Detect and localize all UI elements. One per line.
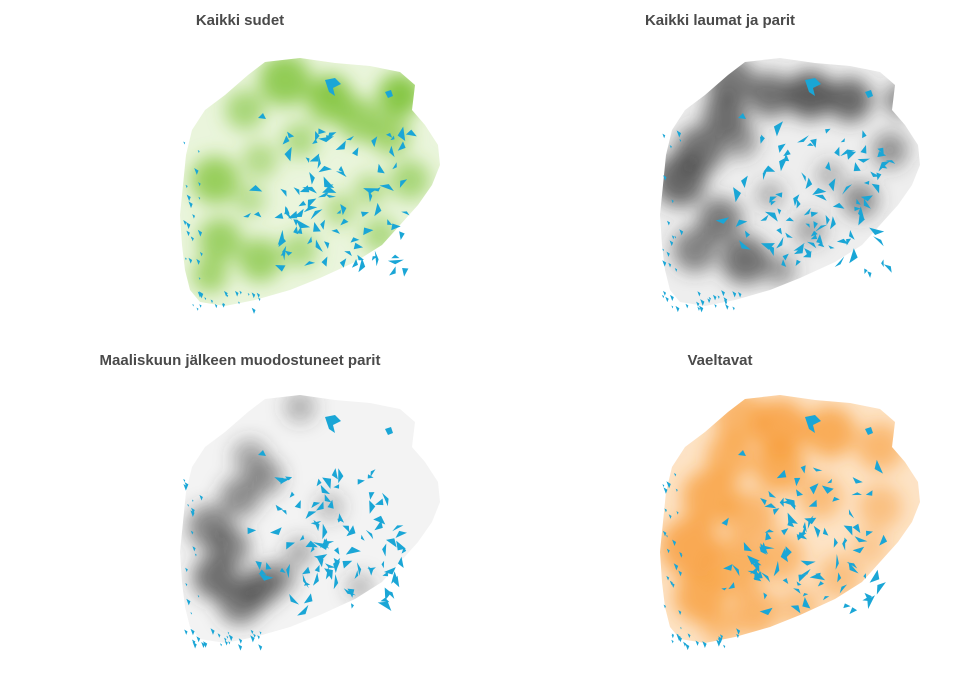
density-hotspot (242, 142, 278, 178)
density-hotspot (682, 469, 738, 525)
density-map-gray (660, 58, 920, 313)
density-hotspot (794, 214, 826, 246)
map-panel-dispersers: Vaeltavat (480, 337, 960, 674)
density-map-gray-light (180, 395, 440, 651)
density-hotspot (752, 399, 808, 455)
density-hotspot (798, 475, 842, 519)
map-title: Kaikki laumat ja parit (644, 12, 796, 29)
density-hotspot (884, 84, 916, 116)
density-layer (188, 395, 374, 624)
density-hotspot (764, 254, 796, 286)
density-hotspot (362, 217, 398, 253)
density-hotspot (234, 184, 266, 216)
density-hotspot (286, 538, 314, 566)
density-hotspot (660, 154, 706, 206)
density-hotspot (748, 73, 792, 117)
density-hotspot (754, 441, 806, 493)
density-hotspot (858, 485, 902, 529)
density-hotspot (673, 228, 717, 272)
map-title: Kaikki sudet (195, 12, 285, 29)
density-hotspot (218, 580, 262, 624)
density-hotspot (284, 395, 316, 423)
density-hotspot (756, 533, 804, 581)
density-hotspot (259, 58, 311, 106)
density-hotspot (192, 257, 228, 293)
density-hotspot (852, 529, 888, 565)
density-hotspot (238, 238, 282, 282)
lakes (183, 78, 417, 314)
density-hotspot (378, 73, 422, 117)
density-hotspot (721, 236, 769, 284)
density-hotspot (390, 160, 430, 200)
density-hotspot (198, 218, 242, 262)
density-map-green (180, 58, 440, 314)
density-hotspot (724, 491, 776, 543)
density-hotspot (702, 609, 738, 643)
density-hotspot (756, 181, 784, 209)
density-hotspot (346, 573, 374, 601)
density-hotspot (804, 406, 856, 458)
density-hotspot (856, 423, 904, 471)
density-hotspot (220, 477, 260, 517)
density-hotspot (191, 156, 239, 204)
density-map-orange (660, 395, 920, 651)
density-layer (660, 58, 916, 286)
density-hotspot (842, 182, 878, 218)
density-hotspot (660, 517, 720, 577)
density-hotspot (324, 194, 356, 226)
map-panel-all-wolves: Kaikki sudet (0, 0, 480, 337)
lakes (183, 415, 407, 651)
density-hotspot (816, 161, 844, 189)
density-hotspot (731, 588, 779, 636)
map-panel-packs-and-pairs: Kaikki laumat ja parit (480, 0, 960, 337)
map-title: Vaeltavat (687, 352, 753, 369)
map-title: Maaliskuun jälkeen muodostuneet parit (99, 352, 381, 369)
density-hotspot (872, 132, 908, 168)
density-hotspot (828, 78, 872, 122)
density-hotspot (706, 433, 754, 481)
map-panel-new-pairs: Maaliskuun jälkeen muodostuneet parit (0, 337, 480, 674)
density-hotspot (786, 71, 834, 119)
density-hotspot (674, 571, 726, 623)
density-hotspot (225, 90, 265, 130)
lakes (662, 78, 896, 313)
density-hotspot (722, 122, 758, 158)
